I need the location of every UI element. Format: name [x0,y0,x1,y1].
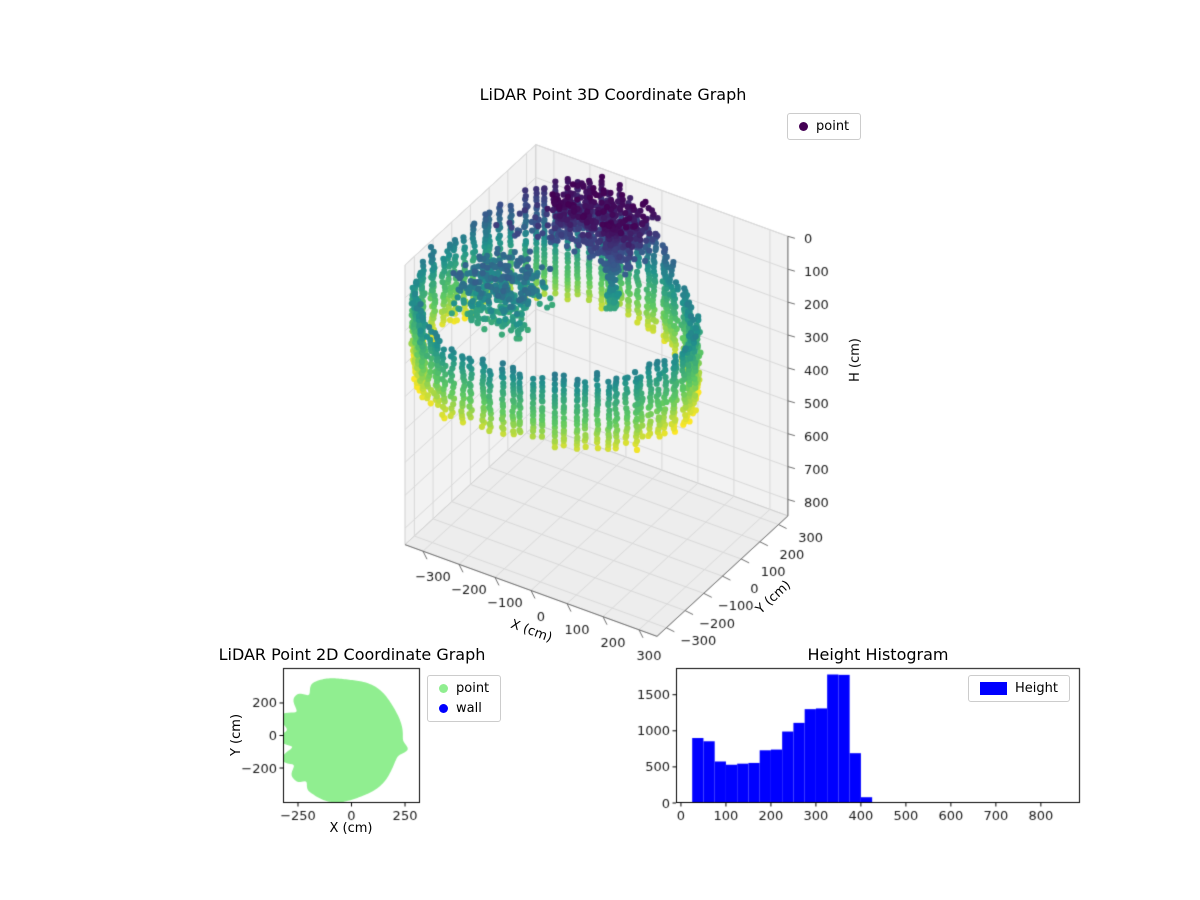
plot3d-title: LiDAR Point 3D Coordinate Graph [479,85,747,104]
plot2d-y-axis-label: Y (cm) [228,713,244,757]
legend-label-height: Height [1015,681,1058,696]
legend-item-height: Height [980,681,1058,696]
wall-marker-icon [439,704,448,713]
legend-label-point-2d: point [456,681,490,696]
plot3d-legend: point [787,113,862,140]
legend-item-wall-2d: wall [439,701,489,716]
legend-item-point-3d: point [799,119,849,134]
plot2d-x-axis-label: X (cm) [329,821,373,836]
legend-label-wall-2d: wall [456,701,482,716]
plot2d-legend: point wall [427,675,502,722]
legend-item-point-2d: point [439,681,489,696]
point-marker-icon [439,684,448,693]
height-patch-icon [980,682,1007,695]
plot2d-title: LiDAR Point 2D Coordinate Graph [218,645,486,664]
point-marker-icon [799,122,808,131]
plot3d-z-axis-label: H (cm) [847,338,863,382]
legend-label-point-3d: point [816,119,850,134]
histogram-title: Height Histogram [807,645,949,664]
histogram-legend: Height [968,675,1070,702]
